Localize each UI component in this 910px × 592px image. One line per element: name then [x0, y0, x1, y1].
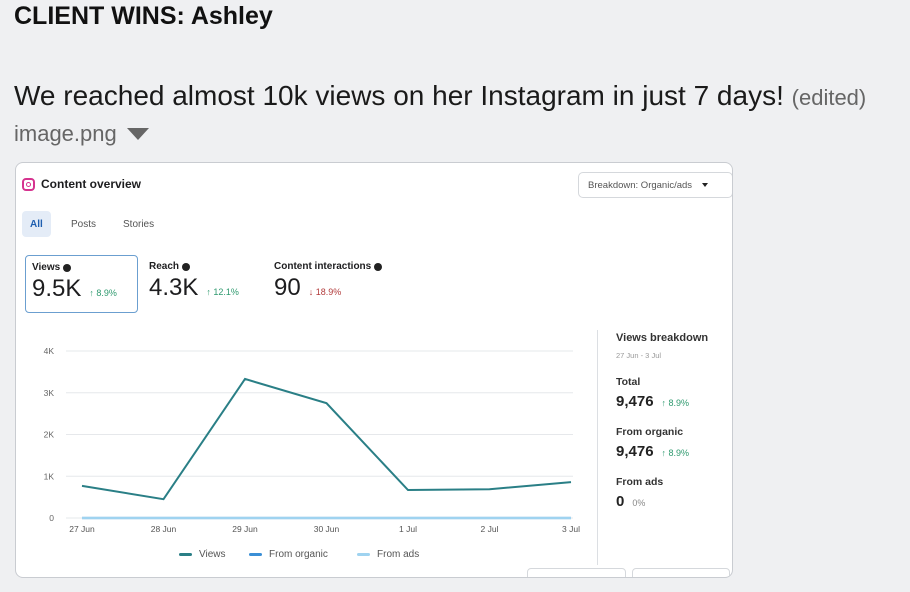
tab-stories[interactable]: Stories [123, 218, 155, 230]
tab-posts[interactable]: Posts [71, 218, 97, 230]
ads-label: From ads [616, 476, 664, 488]
y-tick-label: 1K [44, 471, 55, 481]
metric-value: 9.5K [32, 275, 82, 302]
metric-content-interactions[interactable]: Content interactions 90 ↓ 18.9% [268, 255, 418, 313]
organic-change: ↑ 8.9% [661, 448, 690, 458]
breakdown-range: 27 Jun - 3 Jul [616, 351, 662, 360]
post-message: We reached almost 10k views on her Insta… [14, 80, 866, 112]
organic-label: From organic [616, 426, 684, 438]
y-tick-label: 2K [44, 430, 55, 440]
legend-swatch [179, 553, 192, 556]
info-icon [63, 263, 72, 272]
tab-all[interactable]: All [22, 211, 51, 237]
x-tick-label: 1 Jul [399, 524, 417, 534]
metric-change: ↑ 12.1% [206, 287, 239, 297]
organic-value-row: 9,476 ↑ 8.9% [616, 443, 689, 460]
metric-change: ↑ 8.9% [89, 288, 117, 298]
x-tick-label: 3 Jul [562, 524, 580, 534]
metric-label: Views [32, 262, 61, 273]
card-title: Content overview [41, 177, 142, 191]
legend-organic: From organic [249, 549, 328, 560]
content-overview-card: Content overview Breakdown: Organic/ads … [15, 162, 733, 578]
total-value: 9,476 [616, 393, 654, 410]
footer-button[interactable] [527, 568, 626, 577]
legend-label: Views [199, 549, 226, 560]
ads-change: 0% [632, 498, 646, 508]
legend-ads: From ads [357, 549, 419, 560]
views-line-chart: 0 1K 2K 3K 4K 27 Jun 28 Jun 29 Jun 30 Jun 1 Jul 2 … [44, 346, 580, 534]
edited-label: (edited) [791, 85, 867, 110]
x-tick-label: 30 Jun [314, 524, 340, 534]
attachment-name: image.png [14, 121, 117, 146]
card-header: Content overview [22, 177, 141, 191]
y-tick-label: 3K [44, 388, 55, 398]
chevron-down-icon [702, 183, 709, 187]
total-value-row: 9,476 ↑ 8.9% [616, 393, 689, 410]
x-tick-label: 28 Jun [151, 524, 177, 534]
legend-label: From organic [269, 549, 328, 560]
series-line-views [81, 377, 572, 501]
breakdown-label: Breakdown: Organic/ads [588, 179, 693, 191]
y-tick-label: 4K [44, 346, 55, 356]
x-tick-label: 27 Jun [69, 524, 95, 534]
x-tick-label: 29 Jun [232, 524, 258, 534]
attachment-toggle[interactable]: image.png [14, 121, 149, 147]
legend-label: From ads [377, 549, 420, 560]
instagram-icon [22, 177, 35, 191]
ads-value: 0 [616, 493, 625, 510]
legend-swatch [357, 553, 370, 556]
total-label: Total [616, 376, 641, 388]
footer-button[interactable] [632, 568, 730, 577]
metric-reach[interactable]: Reach 4.3K ↑ 12.1% [143, 255, 263, 313]
metric-label: Reach [149, 261, 180, 272]
breakdown-dropdown[interactable]: Breakdown: Organic/ads [578, 172, 732, 198]
y-tick-label: 0 [49, 513, 54, 523]
total-change: ↑ 8.9% [661, 398, 690, 408]
metric-change: ↓ 18.9% [308, 287, 342, 297]
metric-value: 90 [274, 274, 301, 301]
x-tick-label: 2 Jul [481, 524, 499, 534]
message-text: We reached almost 10k views on her Insta… [14, 80, 784, 111]
post-title: CLIENT WINS: Ashley [14, 2, 273, 30]
divider [597, 330, 598, 565]
caret-down-icon [126, 128, 149, 140]
metric-views[interactable]: Views 9.5K ↑ 8.9% [25, 255, 138, 313]
legend-swatch [249, 553, 262, 556]
metric-value: 4.3K [149, 274, 199, 301]
info-icon [374, 262, 383, 271]
organic-value: 9,476 [616, 443, 654, 460]
breakdown-title: Views breakdown [616, 332, 709, 344]
ads-value-row: 0 0% [616, 493, 645, 510]
legend-views: Views [179, 549, 226, 560]
info-icon [182, 262, 191, 271]
metric-label: Content interactions [274, 261, 372, 272]
